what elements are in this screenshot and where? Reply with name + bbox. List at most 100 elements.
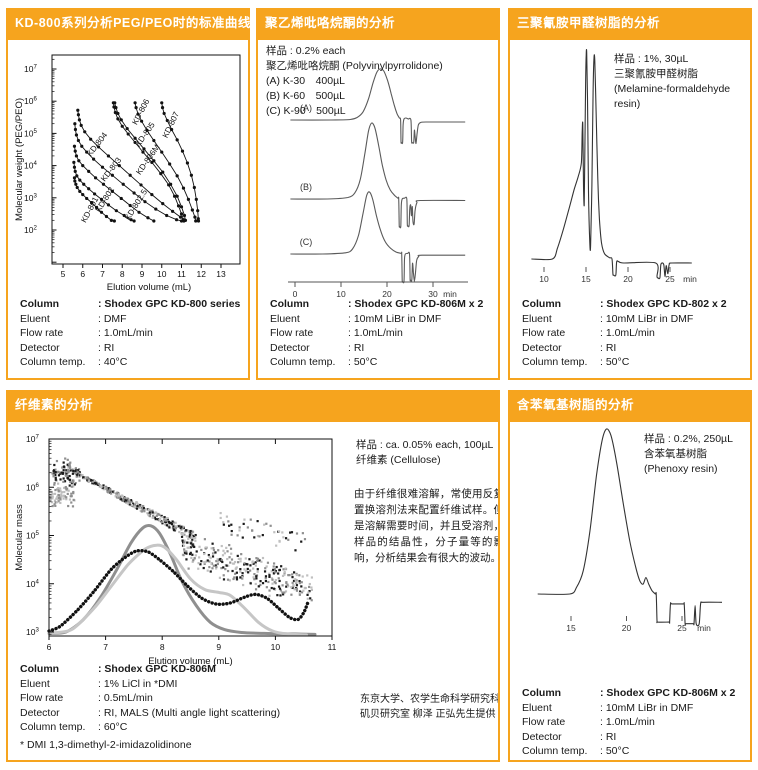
condition-label: Detector bbox=[522, 730, 562, 743]
svg-text:7: 7 bbox=[100, 269, 105, 279]
condition-row: Detector: RI bbox=[270, 341, 483, 356]
condition-label: Detector bbox=[20, 706, 60, 719]
svg-text:(B): (B) bbox=[300, 182, 312, 192]
condition-row: Detector : RI bbox=[20, 341, 240, 356]
text-line: (B) K-60 500µL bbox=[266, 90, 346, 102]
svg-text:6: 6 bbox=[80, 269, 85, 279]
svg-text:KD-803: KD-803 bbox=[99, 155, 123, 183]
sample-info: 样品 : 0.2%, 250µL 含苯氧基树脂 (Phenoxy resin) bbox=[644, 432, 750, 477]
panel-title: 含苯氧基树脂的分析 bbox=[508, 390, 752, 420]
condition-value: : 10mM LiBr in DMF bbox=[600, 701, 694, 714]
panel-body: 15 20 25 min 样品 : 0.2%, 250µL 含苯氧基树脂 (Phenoxy… bbox=[508, 420, 752, 762]
svg-text:25: 25 bbox=[665, 274, 675, 284]
svg-text:103: 103 bbox=[26, 627, 39, 638]
analysis-conditions: Column: Shodex GPC KD-806M Eluent: 1% LiC… bbox=[20, 662, 280, 735]
condition-value: : 1.0mL/min bbox=[348, 327, 403, 339]
condition-label: Eluent bbox=[20, 312, 50, 325]
condition-row: Flow rate: 0.5mL/min bbox=[20, 691, 280, 706]
condition-value: : 50°C bbox=[600, 356, 630, 368]
svg-text:106: 106 bbox=[26, 482, 39, 493]
condition-row: Column temp.: 50°C bbox=[522, 744, 735, 759]
condition-label: Detector bbox=[20, 341, 60, 354]
dmi-footnote: * DMI 1,3-dimethyl-2-imidazolidinone bbox=[20, 739, 192, 751]
svg-text:15: 15 bbox=[566, 623, 576, 633]
svg-text:(C): (C) bbox=[300, 237, 313, 247]
condition-row: Eluent: DMF bbox=[20, 312, 240, 327]
condition-value: : Shodex GPC KD-806M x 2 bbox=[600, 687, 736, 699]
svg-text:0: 0 bbox=[293, 289, 298, 299]
condition-value: : Shodex GPC KD-806M bbox=[98, 663, 216, 675]
condition-row: Column: Shodex GPC KD-802 x 2 bbox=[522, 297, 727, 312]
panel-body: 103 104 105 106 107 6 7 8 9 10 11 Elution volume (m… bbox=[6, 420, 500, 762]
text-line: 三聚氰胺甲醛树脂 bbox=[614, 68, 698, 80]
condition-value: : 1.0mL/min bbox=[600, 327, 655, 339]
svg-text:10: 10 bbox=[157, 269, 167, 279]
svg-text:Elution volume (mL): Elution volume (mL) bbox=[107, 282, 191, 293]
svg-text:9: 9 bbox=[140, 269, 145, 279]
condition-row: Flow rate : 1.0mL/min bbox=[522, 715, 735, 730]
text-line: (C) K-90 500µL bbox=[266, 105, 346, 117]
panel-body: (A) (B) (C) 0 10 20 30 min 样品 : 0.2% each 聚乙烯吡咯烷… bbox=[256, 38, 500, 380]
panel-title: KD-800系列分析PEG/PEO时的标准曲线 bbox=[6, 8, 250, 38]
svg-text:20: 20 bbox=[382, 289, 392, 299]
condition-value: : 50°C bbox=[348, 356, 378, 368]
text-line: 样品 : ca. 0.05% each, 100µL bbox=[356, 439, 494, 451]
condition-value: : RI bbox=[348, 341, 365, 354]
svg-text:106: 106 bbox=[24, 96, 37, 107]
condition-row: Column: Shodex GPC KD-806M x 2 bbox=[522, 686, 735, 701]
sample-info: 样品 : 0.2% each 聚乙烯吡咯烷酮 (Polyvinylpyrrolid… bbox=[266, 44, 476, 119]
condition-value: : 10mM LiBr in DMF bbox=[348, 312, 442, 325]
condition-label: Eluent bbox=[522, 701, 552, 714]
condition-row: Detector: RI, MALS (Multi angle light sc… bbox=[20, 706, 280, 721]
condition-label: Column temp. bbox=[270, 356, 336, 368]
svg-text:105: 105 bbox=[26, 530, 39, 541]
svg-text:10: 10 bbox=[336, 289, 346, 299]
condition-value: : Shodex GPC KD-806M x 2 bbox=[348, 298, 484, 310]
calibration-curves-chart: 102 103 104 105 106 107 5 6 7 8 9 10 11 12 13 Elution v… bbox=[14, 54, 241, 293]
condition-label: Column bbox=[522, 298, 562, 310]
svg-text:105: 105 bbox=[24, 128, 37, 138]
condition-value: : RI bbox=[98, 341, 115, 354]
sample-info: 样品 : 1%, 30µL 三聚氰胺甲醛树脂 (Melamine-formaldeh… bbox=[614, 52, 748, 112]
svg-text:25: 25 bbox=[677, 623, 687, 633]
analysis-conditions: Column: Shodex GPC KD-802 x 2 Eluent: 10m… bbox=[522, 297, 727, 370]
condition-row: Eluent: 1% LiCl in *DMI bbox=[20, 677, 280, 692]
condition-label: Flow rate bbox=[20, 692, 64, 704]
svg-text:9: 9 bbox=[216, 642, 221, 652]
text-line: (A) K-30 400µL bbox=[266, 75, 346, 87]
condition-row: Flow rate: 1.0mL/min bbox=[270, 326, 483, 341]
condition-row: Column: Shodex GPC KD-806M bbox=[20, 662, 280, 677]
condition-value: : 10mM LiBr in DMF bbox=[600, 312, 694, 325]
svg-text:min: min bbox=[697, 623, 711, 633]
condition-row: Column: Shodex GPC KD-800 series bbox=[20, 297, 240, 312]
panel-title: 纤维素的分析 bbox=[6, 390, 500, 420]
svg-text:5: 5 bbox=[61, 269, 66, 279]
condition-label: Flow rate bbox=[522, 716, 566, 728]
condition-label: Flow rate bbox=[522, 327, 566, 339]
svg-text:30: 30 bbox=[428, 289, 438, 299]
svg-text:13: 13 bbox=[216, 269, 226, 279]
condition-value: : 1.0mL/min bbox=[600, 716, 655, 728]
panel-title: 聚乙烯吡咯烷酮的分析 bbox=[256, 8, 500, 38]
svg-text:8: 8 bbox=[160, 642, 165, 652]
svg-text:11: 11 bbox=[328, 642, 337, 652]
pvp-chromatogram-chart: (A) (B) (C) 0 10 20 30 min bbox=[288, 68, 468, 299]
condition-label: Column temp. bbox=[20, 721, 86, 733]
svg-text:8: 8 bbox=[120, 269, 125, 279]
condition-row: Flow rate: 1.0mL/min bbox=[20, 326, 240, 341]
condition-label: Flow rate bbox=[20, 327, 64, 339]
cellulose-mals-chart: 103 104 105 106 107 6 7 8 9 10 11 Elution volume (m… bbox=[14, 434, 337, 668]
condition-row: Column temp.: 40°C bbox=[20, 355, 240, 370]
panel-body: 10 15 20 25 min 样品 : 1%, 30µL 三聚氰胺甲醛树脂 (Melami… bbox=[508, 38, 752, 380]
panel-kd800-calibration: KD-800系列分析PEG/PEO时的标准曲线 102 103 104 105 106 1… bbox=[6, 8, 250, 380]
condition-label: Eluent bbox=[20, 677, 50, 690]
condition-label: Column temp. bbox=[522, 745, 588, 757]
condition-value: : RI bbox=[600, 730, 617, 743]
svg-text:15: 15 bbox=[581, 274, 591, 284]
analysis-conditions: Column: Shodex GPC KD-806M x 2 Eluent : 10… bbox=[522, 686, 735, 759]
panel-polyvinylpyrrolidone: 聚乙烯吡咯烷酮的分析 (A) (B) (C) 0 10 20 30 min 样品 : 0.2%… bbox=[256, 8, 500, 380]
condition-row: Column temp.: 60°C bbox=[20, 720, 280, 735]
text-line: 聚乙烯吡咯烷酮 (Polyvinylpyrrolidone) bbox=[266, 60, 443, 72]
sample-info: 样品 : ca. 0.05% each, 100µL 纤维素 (Cellulose… bbox=[356, 438, 498, 468]
